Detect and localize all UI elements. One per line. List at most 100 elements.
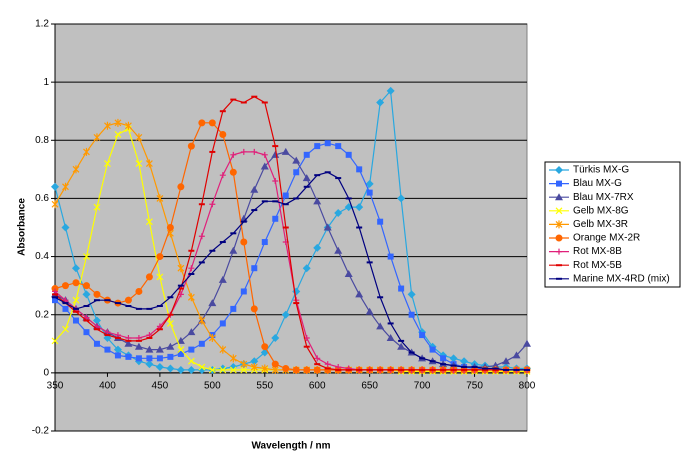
marker — [376, 322, 385, 330]
grid: -0.2 0 0.2 0.4 0.6 0.8 1 1.2 350 400 450 500 550 600 6… — [32, 19, 536, 437]
marker — [156, 273, 164, 281]
marker — [502, 357, 511, 365]
marker — [188, 265, 195, 272]
x-tick-label: 550 — [256, 380, 273, 391]
legend-label: Orange MX-2R — [573, 233, 640, 244]
marker — [334, 246, 343, 254]
marker — [187, 328, 196, 336]
marker — [155, 363, 164, 372]
marker — [72, 296, 80, 304]
series — [51, 119, 531, 374]
marker — [555, 234, 563, 242]
y-tick-label: 0 — [43, 367, 49, 378]
marker — [491, 361, 500, 369]
marker — [261, 151, 268, 158]
marker — [198, 119, 206, 127]
marker — [250, 305, 258, 313]
marker — [124, 339, 133, 347]
marker — [356, 166, 363, 173]
marker — [135, 133, 143, 142]
marker — [62, 305, 69, 312]
marker — [219, 345, 227, 354]
marker — [187, 293, 195, 302]
marker — [230, 151, 237, 158]
marker — [219, 172, 226, 179]
legend-entries: Türkis MX-G Blau MX-G Blau MX-7RX Gelb MX-8… — [549, 165, 670, 284]
marker — [229, 168, 237, 176]
marker — [355, 203, 364, 212]
marker — [71, 264, 80, 273]
marker — [104, 160, 111, 167]
legend-label: Marine MX-4RD (mix) — [573, 273, 670, 284]
marker — [282, 192, 289, 199]
marker — [166, 224, 174, 231]
marker — [114, 352, 121, 359]
marker — [114, 118, 122, 127]
marker — [324, 140, 331, 147]
marker — [377, 218, 384, 225]
marker — [314, 143, 321, 150]
marker — [386, 86, 395, 95]
marker — [104, 121, 111, 130]
marker — [261, 239, 268, 246]
marker — [177, 346, 185, 354]
marker — [302, 264, 311, 273]
marker — [302, 174, 311, 182]
marker — [166, 342, 175, 350]
marker — [219, 366, 227, 374]
legend-label: Rot MX-8B — [573, 246, 622, 257]
marker — [229, 354, 237, 363]
marker — [93, 340, 100, 347]
marker — [72, 279, 80, 287]
marker — [251, 265, 258, 272]
marker — [260, 162, 269, 170]
marker — [303, 366, 311, 374]
marker — [440, 355, 447, 362]
marker — [166, 320, 174, 327]
marker — [229, 366, 237, 374]
marker — [198, 340, 205, 347]
marker — [166, 364, 175, 373]
marker — [156, 355, 163, 362]
marker — [209, 201, 216, 208]
marker — [261, 364, 269, 373]
marker — [292, 366, 300, 374]
marker — [407, 290, 416, 299]
series-line — [54, 96, 527, 371]
marker — [271, 360, 279, 368]
marker — [229, 246, 238, 254]
marker — [240, 288, 247, 295]
marker — [145, 218, 153, 226]
marker — [229, 363, 238, 372]
marker — [272, 177, 279, 184]
marker — [250, 357, 259, 366]
y-tick-label: 0.4 — [35, 251, 49, 262]
marker — [177, 183, 185, 191]
marker — [92, 316, 101, 325]
marker — [83, 147, 90, 156]
marker — [271, 150, 280, 158]
marker — [556, 180, 562, 187]
marker — [240, 366, 248, 374]
marker — [145, 273, 153, 281]
marker — [145, 345, 154, 353]
x-tick-label: 400 — [99, 380, 116, 391]
marker — [408, 311, 415, 318]
marker — [314, 355, 321, 362]
y-tick-label: 0.8 — [35, 135, 49, 146]
marker — [208, 299, 217, 307]
marker — [82, 290, 91, 299]
x-tick-label: 750 — [466, 380, 483, 391]
marker — [124, 121, 132, 130]
series-line — [54, 171, 527, 371]
marker — [386, 333, 395, 341]
marker — [397, 194, 406, 203]
marker — [251, 148, 258, 155]
marker — [419, 332, 426, 339]
marker — [177, 264, 185, 273]
marker — [155, 345, 164, 353]
marker — [156, 253, 164, 261]
marker — [272, 215, 279, 222]
marker — [230, 305, 237, 312]
